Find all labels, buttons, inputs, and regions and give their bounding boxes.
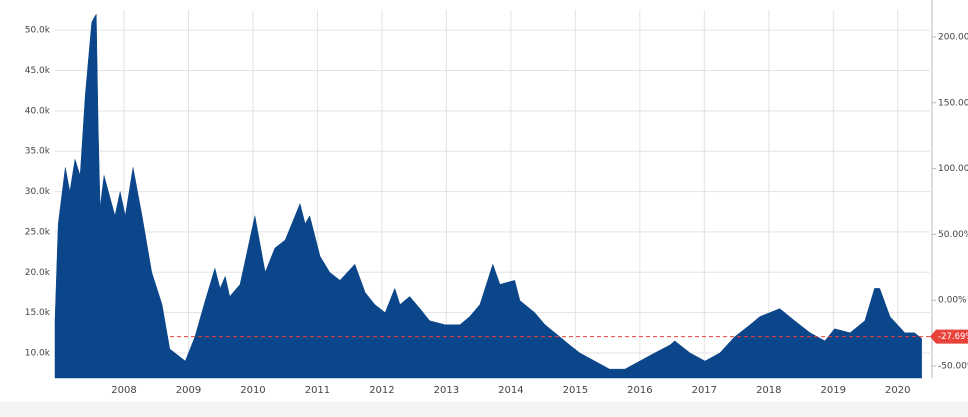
x-tick-label: 2018 — [756, 385, 781, 396]
y2-tick-label: 200.00% — [938, 32, 968, 42]
x-tick-label: 2016 — [627, 385, 652, 396]
x-tick-label: 2009 — [176, 385, 201, 396]
y2-tick-label: 150.00% — [938, 98, 968, 108]
marks — [54, 13, 930, 379]
x-tick-label: 2012 — [369, 385, 394, 396]
x-tick-label: 2015 — [563, 385, 588, 396]
x-tick-label: 2014 — [498, 385, 523, 396]
y-tick-label: 25.0k — [25, 227, 51, 237]
footer-strip — [0, 402, 968, 417]
x-tick-label: 2011 — [305, 385, 330, 396]
y2-tick-label: 100.00% — [938, 164, 968, 174]
y-tick-label: 45.0k — [25, 66, 51, 76]
x-tick-label: 2019 — [821, 385, 846, 396]
y-tick-label: 10.0k — [25, 348, 51, 358]
x-tick-label: 2013 — [434, 385, 459, 396]
reference-tag — [930, 329, 968, 344]
reference-label: -27.69% — [938, 332, 968, 342]
y-tick-label: 30.0k — [25, 187, 51, 197]
x-tick-label: 2008 — [111, 385, 136, 396]
x-tick-label: 2017 — [692, 385, 717, 396]
y2-tick-label: -50.00% — [938, 362, 968, 372]
y-tick-label: 50.0k — [25, 26, 51, 36]
y-tick-label: 15.0k — [25, 308, 51, 318]
y2-tick-label: 50.00% — [938, 230, 968, 240]
x-tick-label: 2010 — [240, 385, 265, 396]
area — [54, 13, 922, 379]
x-tick-label: 2020 — [885, 385, 910, 396]
y-tick-label: 20.0k — [25, 268, 51, 278]
y-tick-label: 40.0k — [25, 106, 51, 116]
y2-tick-label: 0.00% — [938, 296, 967, 306]
y-tick-label: 35.0k — [25, 147, 51, 157]
axes: 2008 2009 2010 2011 2012 2013 2014 2015 2016 2017… — [25, 0, 968, 396]
